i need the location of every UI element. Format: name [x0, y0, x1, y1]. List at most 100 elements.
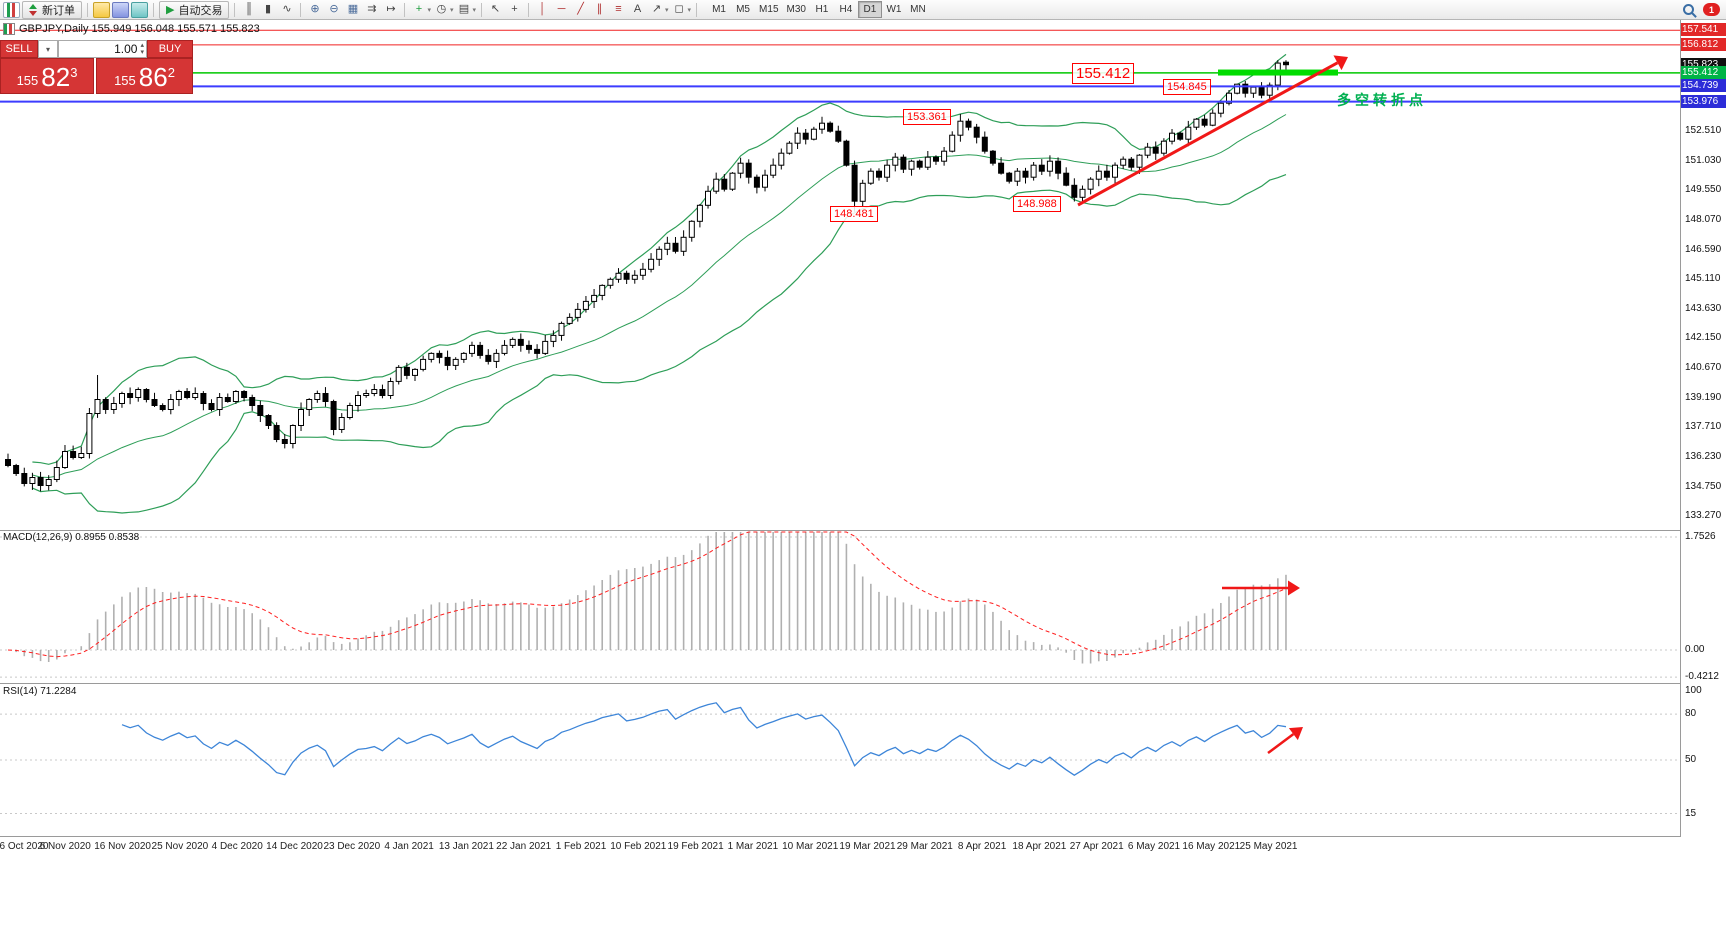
- timeframe-button[interactable]: MN: [906, 1, 930, 18]
- date-label: 16 Nov 2020: [94, 841, 151, 852]
- panel-separator: [0, 683, 1726, 684]
- volume-down-icon[interactable]: ▾: [140, 49, 144, 56]
- timeframe-button[interactable]: M30: [783, 1, 810, 18]
- new-order-icon: [29, 3, 38, 16]
- volume-up-icon[interactable]: ▴: [140, 42, 144, 49]
- buy-button[interactable]: 155 86 2: [96, 58, 193, 94]
- date-label: 6 May 2021: [1127, 841, 1181, 852]
- date-label: 29 Mar 2021: [896, 841, 953, 852]
- macd-histogram: [15, 532, 1287, 664]
- horizontal-line-icon[interactable]: ─: [557, 3, 566, 15]
- buy-header[interactable]: BUY: [147, 40, 193, 58]
- new-order-button[interactable]: 新订单: [22, 0, 82, 19]
- candle-chart-type-icon[interactable]: ▮: [264, 3, 271, 15]
- new-order-label: 新订单: [42, 4, 75, 17]
- timeframe-button[interactable]: M1: [707, 1, 731, 18]
- fibonacci-icon[interactable]: ≡: [615, 3, 622, 15]
- auto-scroll-icon[interactable]: ⇉: [367, 3, 377, 15]
- channel-icon[interactable]: ∥: [596, 3, 603, 15]
- toolbar-separator: [696, 2, 698, 17]
- date-label: 19 Mar 2021: [839, 841, 896, 852]
- timeframe-button[interactable]: H4: [834, 1, 858, 18]
- tile-windows-icon[interactable]: ▦: [347, 3, 359, 15]
- chart-icon: [3, 23, 15, 35]
- date-label: 18 Apr 2021: [1012, 841, 1067, 852]
- navigator-icon[interactable]: [112, 1, 129, 18]
- search-icon[interactable]: [1680, 2, 1697, 18]
- price-axis-label: 134.750: [1685, 480, 1722, 492]
- macd-indicator-label: MACD(12,26,9) 0.8955 0.8538: [3, 532, 140, 543]
- macd-canvas[interactable]: [0, 531, 1680, 683]
- trend-arrow-head: [1288, 727, 1303, 741]
- timeframe-button[interactable]: M15: [755, 1, 782, 18]
- trendline-icon[interactable]: ╱: [577, 3, 584, 15]
- periods-icon[interactable]: ◷: [436, 3, 447, 15]
- arrows-dropdown-icon[interactable]: ▾: [665, 6, 669, 14]
- date-label: 25 May 2021: [1239, 841, 1298, 852]
- rsi-line: [121, 702, 1287, 776]
- rsi-indicator-label: RSI(14) 71.2284: [3, 686, 77, 697]
- market-watch-icon[interactable]: [93, 1, 110, 18]
- volume-input[interactable]: 1.00 ▴ ▾: [58, 40, 147, 58]
- price-axis-label: 145.110: [1685, 273, 1721, 285]
- timeframe-button[interactable]: H1: [810, 1, 834, 18]
- bollinger-bands: [32, 53, 1287, 514]
- macd-axis-label: 1.7526: [1685, 530, 1716, 542]
- date-label: 1 Feb 2021: [555, 841, 607, 852]
- terminal-icon[interactable]: [131, 1, 148, 18]
- zoom-out-icon[interactable]: ⊖: [329, 3, 339, 15]
- main-chart-canvas[interactable]: [0, 20, 1680, 530]
- shapes-tool-icon[interactable]: ◻: [674, 3, 684, 15]
- quote-text: GBPJPY,Daily 155.949 156.048 155.571 155…: [19, 23, 260, 35]
- toolbar-separator: [300, 2, 302, 17]
- volume-dropdown[interactable]: ▾: [38, 40, 58, 58]
- text-tool-icon[interactable]: A: [633, 3, 642, 15]
- price-axis-label: 140.670: [1685, 362, 1722, 374]
- trend-arrow[interactable]: [1077, 61, 1339, 207]
- templates-dropdown-icon[interactable]: ▾: [472, 6, 477, 14]
- toolbar-separator: [153, 2, 154, 17]
- zoom-in-icon[interactable]: ⊕: [310, 3, 320, 15]
- timeframe-button[interactable]: D1: [857, 1, 882, 18]
- sell-header[interactable]: SELL: [0, 40, 38, 58]
- templates-icon[interactable]: ▤: [458, 3, 470, 15]
- rsi-axis-label: 100: [1685, 684, 1702, 696]
- periods-dropdown-icon[interactable]: ▾: [449, 6, 454, 14]
- timeframe-button[interactable]: M5: [731, 1, 755, 18]
- volume-value: 1.00: [114, 42, 138, 56]
- date-label: 6 Nov 2020: [39, 841, 91, 852]
- support-zone-highlight[interactable]: [1218, 69, 1338, 76]
- indicators-icon[interactable]: +: [415, 3, 423, 15]
- price-axis-label: 148.070: [1685, 213, 1722, 225]
- bar-chart-type-icon[interactable]: ║: [245, 3, 253, 15]
- chart-title: GBPJPY,Daily 155.949 156.048 155.571 155…: [3, 23, 260, 35]
- buy-price-main: 86: [138, 62, 168, 92]
- macd-signal-line: [7, 531, 1287, 658]
- shapes-dropdown-icon[interactable]: ▾: [687, 6, 692, 14]
- sell-button[interactable]: 155 82 3: [0, 58, 94, 94]
- timeframe-button[interactable]: W1: [882, 1, 906, 18]
- order-panel-prices: 155 82 3 155 86 2: [0, 58, 193, 94]
- one-click-trading-panel: SELL ▾ 1.00 ▴ ▾ BUY 155 82 3 155 86 2: [0, 40, 193, 94]
- vertical-line-icon[interactable]: │: [539, 3, 546, 15]
- price-axis[interactable]: 152.510 151.030 149.550 148.070 146.590 145.1…: [1681, 20, 1726, 837]
- rsi-canvas[interactable]: [0, 684, 1680, 836]
- trend-arrow[interactable]: [1267, 733, 1295, 755]
- indicators-dropdown-icon[interactable]: ▾: [427, 6, 431, 14]
- new-chart-icon[interactable]: [3, 1, 20, 18]
- arrows-tool-icon[interactable]: ↗: [651, 3, 662, 15]
- date-label: 8 Apr 2021: [957, 841, 1007, 852]
- cursor-icon[interactable]: ↖: [490, 3, 501, 15]
- price-axis-label-blue: 154.739: [1681, 79, 1726, 93]
- crosshair-icon[interactable]: +: [511, 3, 518, 15]
- chart-shift-icon[interactable]: ↦: [386, 3, 396, 15]
- date-label: 4 Jan 2021: [384, 841, 434, 852]
- date-label: 26 Oct 2020: [0, 841, 49, 852]
- line-chart-type-icon[interactable]: ∿: [282, 3, 292, 15]
- trend-arrow-head: [1333, 55, 1348, 71]
- trend-arrow-head: [1288, 580, 1300, 596]
- auto-trading-button[interactable]: ▶ 自动交易: [159, 0, 230, 19]
- alert-badge[interactable]: 1: [1703, 3, 1720, 16]
